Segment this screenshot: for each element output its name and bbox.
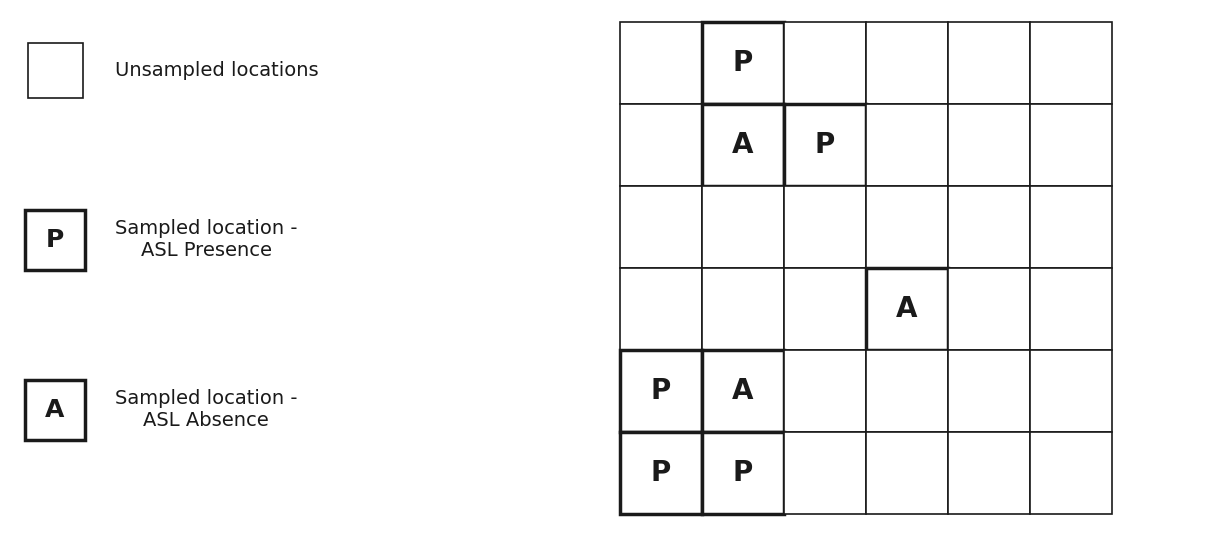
Bar — [620, 350, 702, 432]
Bar — [702, 104, 783, 186]
Bar — [1030, 186, 1112, 268]
Text: P: P — [46, 228, 64, 252]
Text: P: P — [815, 131, 835, 159]
Bar — [25, 380, 85, 440]
Bar — [866, 432, 948, 514]
Bar — [702, 268, 783, 350]
Bar — [783, 350, 866, 432]
Bar — [702, 432, 783, 514]
Bar — [783, 432, 866, 514]
Bar — [948, 22, 1030, 104]
Bar — [866, 186, 948, 268]
Bar — [783, 186, 866, 268]
Bar — [783, 104, 866, 186]
Text: P: P — [733, 49, 753, 77]
Text: Unsampled locations: Unsampled locations — [115, 61, 319, 79]
Bar — [948, 432, 1030, 514]
Text: A: A — [45, 398, 65, 422]
Bar — [25, 210, 85, 270]
Text: P: P — [650, 459, 671, 487]
Bar — [1030, 22, 1112, 104]
Bar — [783, 268, 866, 350]
Bar — [783, 22, 866, 104]
Bar — [28, 43, 82, 98]
Bar — [948, 104, 1030, 186]
Bar — [702, 186, 783, 268]
Text: Sampled location -
ASL Absence: Sampled location - ASL Absence — [115, 390, 297, 431]
Text: P: P — [733, 459, 753, 487]
Bar — [620, 104, 702, 186]
Bar — [620, 22, 702, 104]
Bar — [620, 186, 702, 268]
Bar — [702, 350, 783, 432]
Bar — [620, 268, 702, 350]
Bar — [866, 268, 948, 350]
Text: A: A — [896, 295, 918, 323]
Bar — [866, 104, 948, 186]
Text: A: A — [733, 131, 753, 159]
Bar — [1030, 104, 1112, 186]
Bar — [948, 268, 1030, 350]
Bar — [948, 186, 1030, 268]
Bar — [1030, 350, 1112, 432]
Bar — [948, 350, 1030, 432]
Text: Sampled location -
ASL Presence: Sampled location - ASL Presence — [115, 220, 297, 261]
Bar — [1030, 268, 1112, 350]
Bar — [866, 22, 948, 104]
Text: P: P — [650, 377, 671, 405]
Bar — [620, 432, 702, 514]
Text: A: A — [733, 377, 753, 405]
Bar — [866, 350, 948, 432]
Bar — [1030, 432, 1112, 514]
Bar — [702, 22, 783, 104]
